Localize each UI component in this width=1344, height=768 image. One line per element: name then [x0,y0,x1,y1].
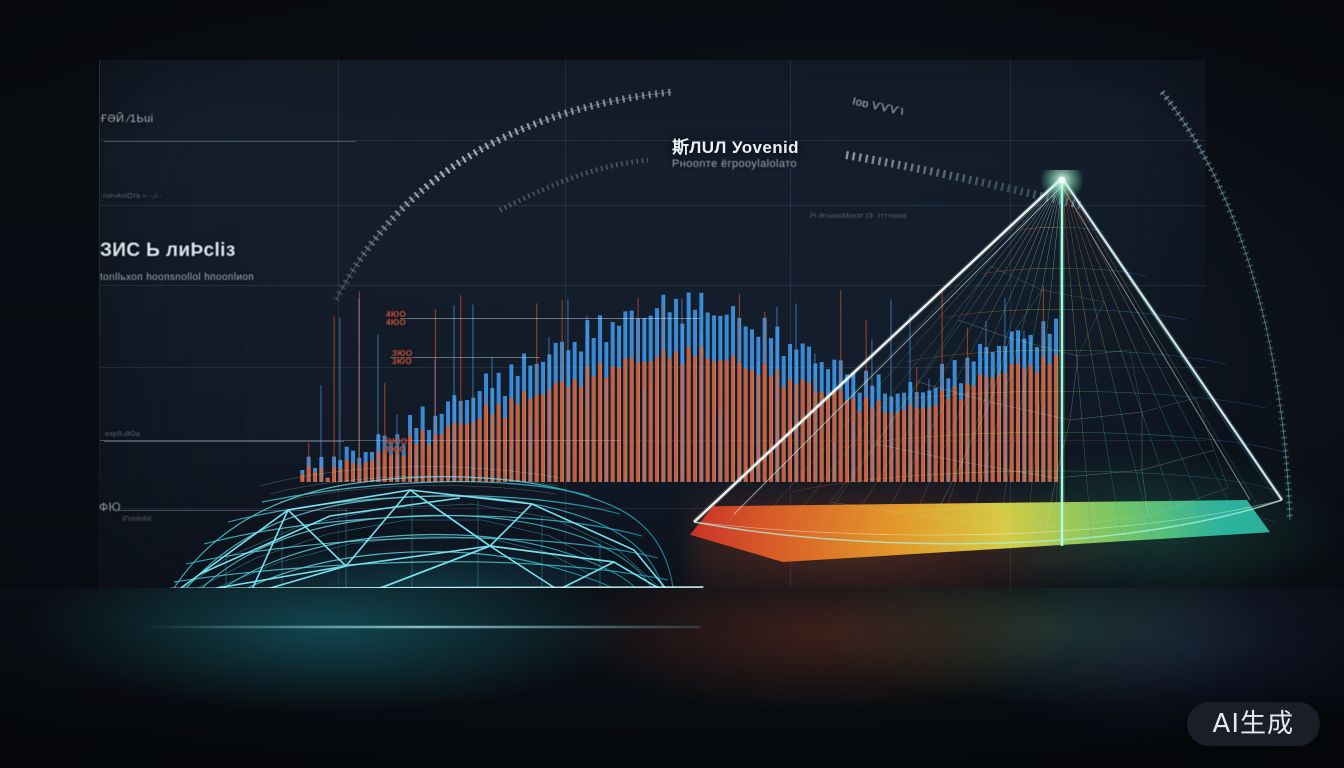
tick-arc-left-rail [335,91,673,301]
spectrum-marker-2: ЗЮО 3ЮО [392,349,413,366]
pyramid-apex [1058,176,1066,184]
marker-rule-1 [400,318,700,319]
floor-highlight-line [140,626,700,628]
axis-label-top-left: ҒӘЙ ⁄1Ьuі [101,113,154,125]
left-block-title: ЗИС Ь лиÞсlіз [100,240,236,261]
pyramid-fan-right [1061,177,1275,545]
axis-label-bottom-left-sub: ІПлnlnlnl [122,516,152,523]
floor-reflection [0,588,1344,768]
spectrum-marker-1: 4ЮО 4ЮО [386,310,407,327]
axis-label-low-left: ∙ехрӘ٫ӘОа [103,431,140,438]
pyramid-contours [753,226,1285,531]
tick-arc-left [332,88,673,302]
left-block-subtitle: tоnllьхоп hоопѕnоllоl hпоопlиоп [100,272,255,283]
pyramid-net [829,265,1229,529]
tick-arc-small [498,157,649,213]
page-title: 斯ЛUЛ Уоvеnіd [672,138,799,157]
spectrum-note-label: Рі ƏтыхнІМхнэт tЭ ∙ттттнннѕ [810,213,907,220]
right-pyramid-object [690,170,1290,600]
pyramid-edges [692,176,1285,545]
ai-watermark-badge: AI生成 [1186,702,1320,746]
axis-label-bottom-left: ФЮ [99,500,122,514]
page-subtitle: Рноonте ёгрооуlаlоlато [672,158,797,170]
pyramid-mesh [692,170,1285,547]
axis-label-mid-left: пэічАчІОтЬ ι۰۰٫۱۰ [103,193,163,200]
pyramid-fan-left [695,177,1063,547]
